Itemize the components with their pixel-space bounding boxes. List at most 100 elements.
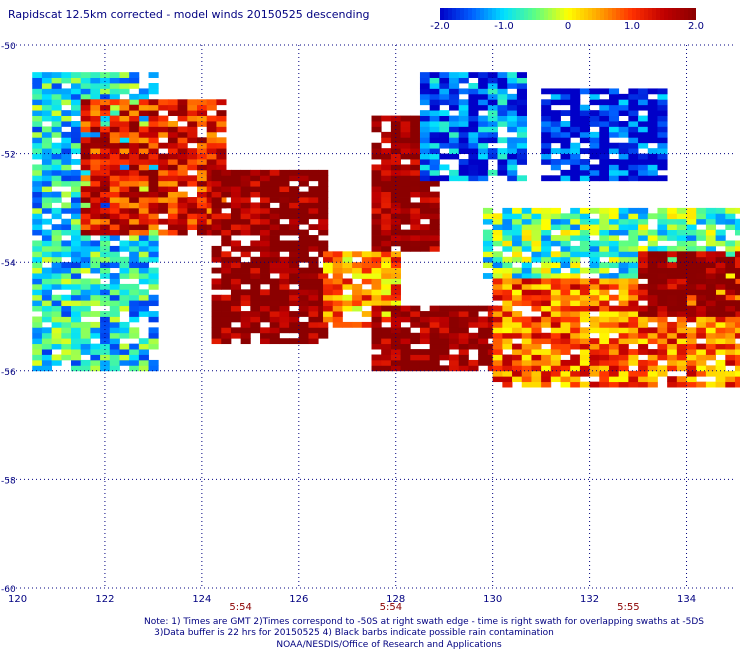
x-tick-label: 134 xyxy=(677,594,696,605)
heatmap-cell xyxy=(410,191,421,198)
heatmap-cell xyxy=(80,110,91,116)
heatmap-cell xyxy=(400,126,411,133)
heatmap-cell xyxy=(638,267,649,274)
heatmap-cell xyxy=(410,131,421,138)
heatmap-cell xyxy=(410,229,421,236)
heatmap-cell xyxy=(80,83,91,89)
heatmap-cell xyxy=(696,229,707,236)
color-scale-bar xyxy=(440,8,696,20)
heatmap-cell xyxy=(332,273,343,279)
heatmap-cell xyxy=(735,370,740,377)
heatmap-cell xyxy=(449,175,460,182)
heatmap-cell xyxy=(148,121,159,127)
y-tick-label: -58 xyxy=(1,476,16,486)
heatmap-cell xyxy=(61,164,72,171)
heatmap-cell xyxy=(560,338,571,345)
heatmap-cell xyxy=(32,349,43,355)
heatmap-cell xyxy=(342,262,353,269)
heatmap-cell xyxy=(318,169,329,176)
heatmap-cell xyxy=(676,218,687,225)
heatmap-cell xyxy=(61,142,72,149)
heatmap-cell xyxy=(541,137,552,144)
heatmap-cell xyxy=(371,164,382,171)
heatmap-cell xyxy=(676,213,687,220)
heatmap-cell xyxy=(608,88,620,95)
heatmap-cell xyxy=(531,294,542,301)
heatmap-cell xyxy=(61,72,72,78)
heatmap-cell xyxy=(269,332,280,339)
heatmap-cell xyxy=(71,104,82,111)
heatmap-cell xyxy=(158,202,169,209)
heatmap-cell xyxy=(676,376,687,383)
heatmap-cell xyxy=(638,235,649,241)
heatmap-cell xyxy=(735,289,740,296)
heatmap-cell xyxy=(667,256,678,263)
heatmap-cell xyxy=(570,245,581,252)
heatmap-cell xyxy=(410,148,421,154)
heatmap-cell xyxy=(570,115,581,122)
heatmap-cell xyxy=(667,311,678,317)
heatmap-cell xyxy=(298,251,309,258)
heatmap-cell xyxy=(628,224,639,231)
heatmap-cell xyxy=(410,186,421,193)
color-scale-swatch xyxy=(620,8,625,20)
heatmap-cell xyxy=(51,148,62,154)
heatmap-cell xyxy=(100,164,111,171)
heatmap-cell xyxy=(230,300,242,307)
heatmap-cell xyxy=(32,213,43,220)
heatmap-cell xyxy=(381,365,392,372)
heatmap-cell xyxy=(381,256,392,263)
heatmap-cell xyxy=(80,289,91,296)
heatmap-cell xyxy=(560,343,571,350)
heatmap-cell xyxy=(512,311,523,317)
heatmap-cell xyxy=(41,316,53,323)
heatmap-cell xyxy=(216,137,227,144)
heatmap-cell xyxy=(599,148,610,154)
heatmap-cell xyxy=(323,294,334,301)
heatmap-cell xyxy=(570,267,581,274)
heatmap-cell xyxy=(599,99,610,106)
heatmap-cell xyxy=(221,169,232,176)
heatmap-cell xyxy=(129,175,140,182)
heatmap-cell xyxy=(570,256,581,263)
color-scale-swatch xyxy=(576,8,581,20)
heatmap-cell xyxy=(221,235,232,241)
heatmap-cell xyxy=(507,99,518,106)
heatmap-cell xyxy=(410,164,421,171)
heatmap-cell xyxy=(308,175,319,182)
heatmap-cell xyxy=(647,88,658,95)
heatmap-cell xyxy=(260,235,271,241)
heatmap-cell xyxy=(458,88,469,95)
heatmap-cell xyxy=(230,180,242,187)
heatmap-cell xyxy=(638,159,649,165)
heatmap-cell xyxy=(579,126,590,133)
heatmap-cell xyxy=(390,121,401,127)
heatmap-cell xyxy=(715,273,726,279)
heatmap-cell xyxy=(570,104,581,111)
heatmap-cell xyxy=(41,197,53,203)
heatmap-cell xyxy=(240,180,251,187)
heatmap-cell xyxy=(279,186,290,193)
heatmap-cell xyxy=(371,169,382,176)
heatmap-cell xyxy=(177,159,188,165)
heatmap-cell xyxy=(148,153,159,160)
heatmap-cell xyxy=(492,338,503,345)
heatmap-cell xyxy=(298,197,309,203)
heatmap-cell xyxy=(289,311,300,317)
heatmap-cell xyxy=(492,332,503,339)
heatmap-cell xyxy=(507,104,518,111)
heatmap-cell xyxy=(502,229,513,236)
heatmap-cell xyxy=(429,137,440,144)
heatmap-cell xyxy=(735,354,740,361)
heatmap-cell xyxy=(352,251,363,258)
heatmap-cell xyxy=(429,224,440,231)
heatmap-cell xyxy=(260,197,271,203)
heatmap-cell xyxy=(521,240,532,247)
color-scale-swatch xyxy=(612,8,617,20)
heatmap-cell xyxy=(458,321,469,328)
heatmap-cell xyxy=(512,283,523,290)
heatmap-cell xyxy=(497,110,508,116)
heatmap-cell xyxy=(211,207,222,214)
heatmap-cell xyxy=(342,300,353,307)
heatmap-cell xyxy=(119,153,130,160)
